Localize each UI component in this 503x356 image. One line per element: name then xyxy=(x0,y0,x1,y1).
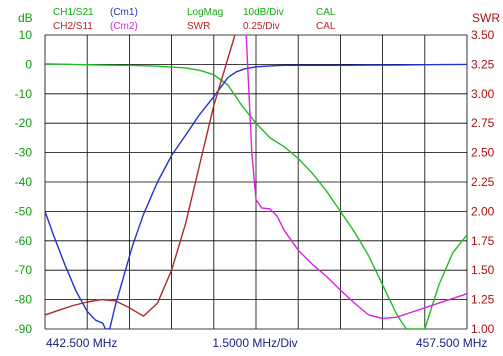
right-axis-tick-label: 3.50 xyxy=(471,28,495,42)
left-axis-unit-label: dB xyxy=(18,11,33,25)
ch2-cal-label: CAL xyxy=(316,21,336,32)
left-axis-tick-label: -40 xyxy=(15,175,33,189)
ch1-marker-mode: (Cm1) xyxy=(110,7,138,18)
left-axis-tick-label: 0 xyxy=(25,57,32,71)
trace-cm2 xyxy=(245,35,467,320)
trace-swr xyxy=(45,35,236,317)
ch2-marker-mode: (Cm2) xyxy=(110,21,138,32)
ch2-format-label: SWR xyxy=(187,21,210,32)
grid xyxy=(44,34,468,330)
right-axis-tick-label: 2.75 xyxy=(471,116,495,130)
right-axis-tick-label: 2.25 xyxy=(471,175,495,189)
left-axis-tick-label: -90 xyxy=(15,322,33,336)
right-axis-ticks: 3.50 3.25 3.00 2.75 2.50 2.25 2.00 1.75 1.50 1.25… xyxy=(471,28,495,336)
ch1-scale-label: 10dB/Div xyxy=(243,7,284,18)
ch1-channel-label: CH1/S21 xyxy=(53,7,94,18)
right-axis-tick-label: 1.50 xyxy=(471,263,495,277)
left-axis-tick-label: -80 xyxy=(15,293,33,307)
right-axis-tick-label: 2.50 xyxy=(471,146,495,160)
left-axis-tick-label: -30 xyxy=(15,146,33,160)
stop-frequency-label: 457.500 MHz xyxy=(416,336,487,350)
left-axis-ticks: 10 0 -10 -20 -30 -40 -50 -60 -70 -80 -90 xyxy=(15,28,33,336)
trace-ch1-s21 xyxy=(45,63,467,329)
frequency-span-label: 1.5000 MHz/Div xyxy=(212,336,297,350)
traces xyxy=(45,35,467,329)
ch2-scale-label: 0.25/Div xyxy=(243,21,280,32)
right-axis-unit-label: SWR xyxy=(472,11,500,25)
left-axis-tick-label: -10 xyxy=(15,87,33,101)
right-axis-tick-label: 3.25 xyxy=(471,57,495,71)
left-axis-tick-label: -60 xyxy=(15,234,33,248)
left-axis-tick-label: -50 xyxy=(15,204,33,218)
right-axis-tick-label: 1.25 xyxy=(471,293,495,307)
right-axis-tick-label: 3.00 xyxy=(471,87,495,101)
start-frequency-label: 442.500 MHz xyxy=(46,336,117,350)
left-axis-tick-label: 10 xyxy=(19,28,33,42)
right-axis-tick-label: 2.00 xyxy=(471,204,495,218)
ch1-cal-label: CAL xyxy=(316,7,336,18)
ch2-channel-label: CH2/S11 xyxy=(53,21,93,32)
right-axis-tick-label: 1.00 xyxy=(471,322,495,336)
right-axis-tick-label: 1.75 xyxy=(471,234,495,248)
trace-cm1 xyxy=(45,63,467,329)
left-axis-tick-label: -70 xyxy=(15,263,33,277)
ch1-format-label: LogMag xyxy=(187,7,223,18)
left-axis-tick-label: -20 xyxy=(15,116,33,130)
